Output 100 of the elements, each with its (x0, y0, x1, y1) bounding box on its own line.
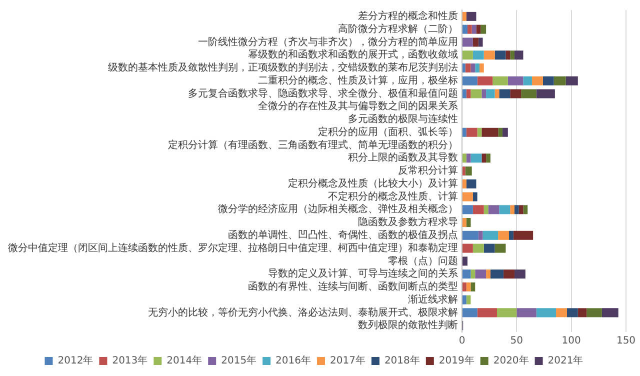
y-tick-label: 反常积分计算 (398, 164, 458, 177)
x-tick-label: 0 (458, 336, 466, 347)
bar (536, 89, 555, 98)
legend-label: 2020年 (493, 354, 529, 367)
bar (462, 38, 473, 47)
bar (510, 205, 514, 214)
bar (602, 308, 618, 318)
bar (478, 38, 483, 47)
bar (494, 244, 506, 253)
bar (472, 50, 484, 60)
y-tick-label: 无穷小的比较，等价无穷小代换、洛必达法则、泰勒展开式、极限求解 (148, 306, 458, 318)
y-tick-label: 导数的定义及计算、可导与连续之间的关系 (268, 268, 458, 280)
bar (586, 308, 602, 318)
bar (482, 89, 486, 98)
bar (502, 128, 508, 137)
bar (498, 230, 510, 240)
bar (462, 270, 471, 279)
y-tick-label: 不定积分的概念及性质、计算 (328, 190, 458, 202)
bar (465, 63, 471, 72)
bar (462, 24, 468, 34)
x-tick-label: 50 (510, 336, 524, 347)
bar (470, 282, 476, 292)
y-tick-label: 高阶微分方程求解（二阶） (338, 22, 458, 35)
y-tick-label: 积分上限的函数及其导数 (348, 152, 458, 164)
bar (477, 76, 493, 86)
y-tick-label: 零根（点）问题 (388, 254, 458, 267)
bar (482, 128, 498, 137)
bar (467, 24, 472, 34)
bar (466, 282, 471, 292)
bar (484, 205, 488, 214)
bar (466, 12, 476, 21)
bar (466, 218, 471, 228)
bar (556, 308, 567, 318)
bar (472, 24, 476, 34)
bar (542, 76, 554, 86)
bar (462, 154, 466, 163)
bar (466, 295, 471, 304)
bar (513, 230, 534, 240)
legend-label: 2018年 (384, 354, 420, 367)
bar (462, 205, 473, 214)
bar (472, 244, 484, 253)
bar (523, 205, 528, 214)
legend-label: 2015年 (221, 354, 257, 367)
bar (514, 270, 526, 279)
y-tick-label: 定积分的应用（面积、弧长等） (318, 126, 458, 138)
bar (492, 76, 508, 86)
bar (462, 63, 466, 72)
y-tick-label: 幂级数的和函数求和函数的展开式，函数收敛域 (248, 48, 458, 61)
bar (462, 308, 478, 318)
bar (466, 179, 476, 188)
bar (484, 244, 495, 253)
bar (462, 179, 466, 188)
bar (462, 244, 473, 253)
legend-label: 2016年 (276, 354, 312, 367)
bar (566, 76, 578, 86)
bar (462, 295, 466, 304)
y-tick-label: 差分方程的概念和性质 (358, 10, 458, 22)
bar (566, 308, 578, 318)
bar (462, 256, 468, 266)
y-tick-label: 函数的有界性、连续与间断、函数间断点的类型 (248, 280, 458, 293)
bar (462, 128, 466, 137)
legend-label: 2019年 (438, 354, 474, 367)
bar (486, 89, 495, 98)
x-tick-label: 100 (562, 336, 581, 347)
bar (466, 89, 471, 98)
bar (472, 205, 484, 214)
y-tick-label: 全微分的存在性及其与偏导数之间的因果关系 (258, 100, 458, 112)
y-tick-label: 微分中值定理（闭区间上连续函数的性质、罗尔定理、拉格朗日中值定理、柯西中值定理）和泰勒定理 (8, 242, 458, 254)
bar (523, 76, 532, 86)
bar (466, 154, 471, 163)
bar (499, 89, 510, 98)
y-tick-label: 多元复合函数求导、隐函数求导、求全微分、极值和最值问题 (188, 87, 458, 100)
bar (486, 154, 490, 163)
bar (466, 128, 478, 137)
bar (472, 38, 478, 47)
bar (536, 308, 556, 318)
y-tick-label: 隐函数及参数方程求导 (358, 216, 458, 228)
bar (482, 154, 486, 163)
bar (478, 230, 483, 240)
bar (462, 50, 473, 60)
bar (476, 24, 481, 34)
bar (532, 76, 543, 86)
legend-label: 2012年 (58, 354, 94, 367)
bar (484, 50, 495, 60)
bar (470, 89, 482, 98)
bar (477, 308, 497, 318)
bar (470, 154, 482, 163)
bar (462, 12, 466, 21)
bar (506, 50, 510, 60)
bar (470, 63, 476, 72)
y-tick-label: 级数的基本性质及敛散性判别，正项级数的判别法，交错级数的莱布尼茨判别法 (108, 62, 458, 74)
y-tick-label: 多元函数的极限与连续性 (348, 113, 458, 126)
bar (499, 205, 510, 214)
bar (490, 270, 504, 279)
bar (482, 230, 498, 240)
bar (518, 205, 524, 214)
bar (578, 308, 587, 318)
bar (494, 89, 500, 98)
bar (462, 282, 466, 292)
y-tick-label: 二重积分的概念、性质及计算，应用，极坐标 (258, 74, 458, 86)
